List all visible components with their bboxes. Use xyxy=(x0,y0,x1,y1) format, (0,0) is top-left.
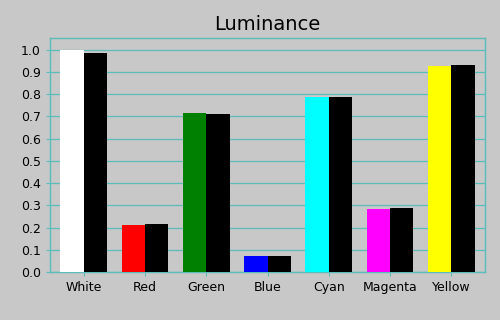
Bar xyxy=(183,113,206,272)
Bar xyxy=(367,209,390,272)
Bar xyxy=(122,225,145,272)
Bar xyxy=(428,66,452,272)
Bar xyxy=(206,114,230,272)
Bar xyxy=(60,50,84,272)
Bar xyxy=(329,97,352,272)
Bar xyxy=(306,97,329,272)
Bar xyxy=(452,65,474,272)
Title: Luminance: Luminance xyxy=(214,15,320,34)
Bar xyxy=(145,224,168,272)
Bar xyxy=(268,256,291,272)
Bar xyxy=(244,256,268,272)
Bar xyxy=(390,208,413,272)
Bar xyxy=(84,53,107,272)
